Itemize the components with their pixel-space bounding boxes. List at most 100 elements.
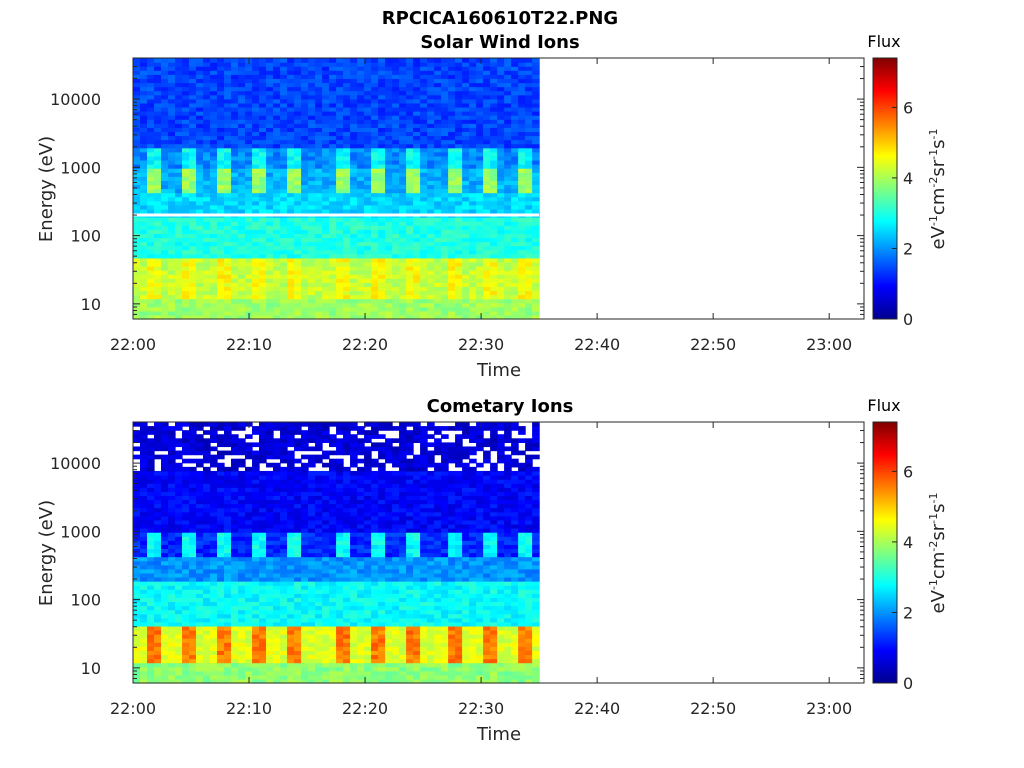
- heatmap-cell: [266, 221, 274, 226]
- heatmap-cell: [147, 270, 155, 275]
- heatmap-cell: [154, 66, 162, 71]
- heatmap-cell: [441, 302, 449, 308]
- heatmap-cell: [273, 131, 281, 137]
- heatmap-cell: [259, 646, 267, 651]
- heatmap-cell: [518, 270, 526, 275]
- heatmap-cell: [420, 310, 428, 316]
- heatmap-cell: [217, 274, 225, 279]
- heatmap-cell: [518, 208, 526, 214]
- heatmap-cell: [490, 265, 498, 271]
- heatmap-cell: [301, 168, 309, 173]
- heatmap-cell: [273, 147, 281, 153]
- heatmap-cell: [154, 217, 162, 222]
- heatmap-cell: [280, 147, 288, 153]
- heatmap-cell: [287, 164, 295, 169]
- heatmap-cell: [441, 658, 449, 664]
- heatmap-cell: [196, 634, 204, 639]
- heatmap-cell: [490, 111, 498, 116]
- heatmap-cell: [322, 127, 330, 133]
- heatmap-cell: [357, 221, 365, 226]
- heatmap-cell: [511, 119, 519, 124]
- heatmap-cell: [161, 147, 169, 153]
- heatmap-cell: [308, 123, 316, 128]
- heatmap-cell: [385, 119, 393, 124]
- heatmap-cell: [497, 204, 505, 210]
- heatmap-cell: [490, 629, 498, 635]
- heatmap-cell: [322, 617, 330, 623]
- heatmap-cell: [518, 302, 526, 308]
- heatmap-cell: [406, 634, 414, 639]
- heatmap-cell: [252, 666, 260, 672]
- heatmap-cell: [322, 78, 330, 84]
- heatmap-cell: [476, 625, 484, 631]
- heatmap-cell: [350, 257, 358, 263]
- heatmap-cell: [343, 613, 351, 619]
- heatmap-cell: [406, 204, 414, 210]
- heatmap-cell: [280, 180, 288, 186]
- heatmap-cell: [189, 188, 197, 194]
- heatmap-cell: [273, 204, 281, 210]
- heatmap-cell: [434, 670, 442, 676]
- heatmap-cell: [392, 629, 400, 635]
- heatmap-cell: [294, 102, 302, 108]
- heatmap-cell: [420, 265, 428, 271]
- heatmap-cell: [147, 654, 155, 660]
- heatmap-cell: [224, 278, 232, 283]
- heatmap-cell: [504, 98, 512, 104]
- heatmap-cell: [336, 249, 344, 255]
- heatmap-cell: [357, 115, 365, 120]
- heatmap-cell: [532, 94, 540, 100]
- heatmap-cell: [350, 74, 358, 79]
- heatmap-cell: [441, 678, 449, 684]
- heatmap-cell: [147, 102, 155, 108]
- heatmap-cell: [133, 217, 141, 222]
- heatmap-cell: [308, 188, 316, 194]
- heatmap-cell: [252, 265, 260, 271]
- heatmap-cell: [301, 159, 309, 165]
- heatmap-cell: [203, 221, 211, 226]
- heatmap-cell: [133, 204, 141, 210]
- heatmap-cell: [140, 159, 148, 165]
- heatmap-cell: [140, 597, 148, 603]
- heatmap-cell: [154, 625, 162, 631]
- heatmap-cell: [287, 265, 295, 271]
- heatmap-cell: [490, 674, 498, 680]
- heatmap-cell: [301, 208, 309, 214]
- heatmap-cell: [357, 192, 365, 198]
- heatmap-cell: [203, 666, 211, 672]
- heatmap-cell: [217, 314, 225, 320]
- heatmap-cell: [497, 286, 505, 292]
- heatmap-cell: [168, 290, 176, 296]
- heatmap-cell: [483, 58, 491, 63]
- heatmap-cell: [343, 74, 351, 79]
- heatmap-cell: [224, 180, 232, 186]
- heatmap-cell: [406, 282, 414, 287]
- heatmap-cell: [252, 629, 260, 635]
- heatmap-cell: [231, 314, 239, 320]
- heatmap-cell: [462, 257, 470, 263]
- heatmap-cell: [161, 678, 169, 684]
- heatmap-cell: [322, 674, 330, 680]
- heatmap-cell: [343, 111, 351, 116]
- heatmap-cell: [231, 102, 239, 108]
- heatmap-cell: [497, 625, 505, 631]
- heatmap-cell: [511, 310, 519, 316]
- heatmap-cell: [161, 674, 169, 680]
- heatmap-cell: [357, 290, 365, 296]
- heatmap-cell: [287, 74, 295, 79]
- heatmap-cell: [392, 90, 400, 96]
- heatmap-cell: [196, 119, 204, 124]
- heatmap-cell: [518, 225, 526, 230]
- heatmap-cell: [147, 143, 155, 149]
- heatmap-cell: [497, 106, 505, 112]
- heatmap-cell: [336, 98, 344, 104]
- heatmap-cell: [483, 241, 491, 247]
- heatmap-cell: [483, 78, 491, 84]
- heatmap-cell: [266, 257, 274, 263]
- heatmap-cell: [357, 78, 365, 84]
- heatmap-cell: [273, 670, 281, 676]
- heatmap-cell: [420, 302, 428, 308]
- heatmap-cell: [196, 143, 204, 149]
- heatmap-cell: [217, 634, 225, 639]
- heatmap-cell: [329, 650, 337, 656]
